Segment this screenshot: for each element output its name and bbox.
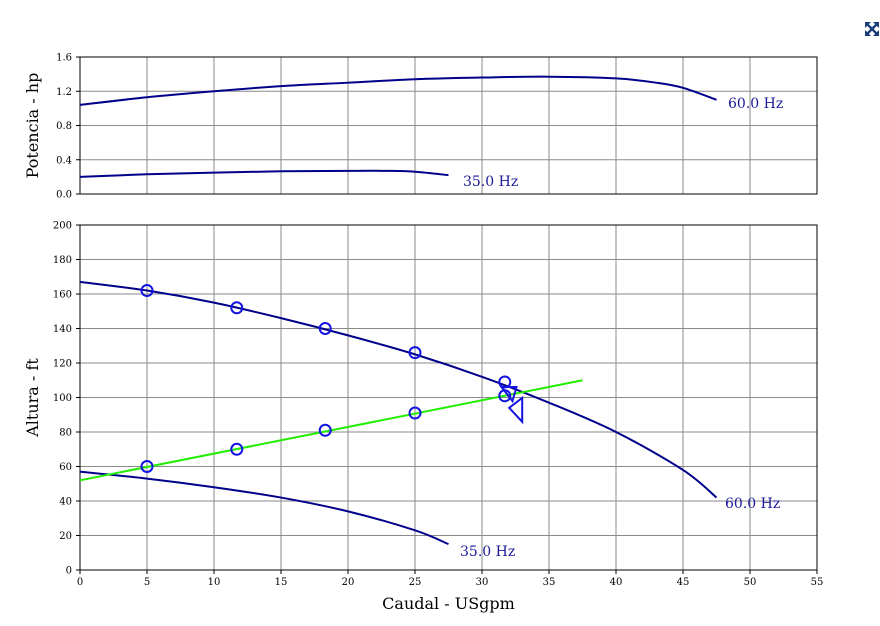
y-tick-label: 0.0 <box>56 190 72 201</box>
x-tick-label: 10 <box>208 577 221 588</box>
series-label: 60.0 Hz <box>725 496 780 512</box>
y-tick-label: 80 <box>59 428 72 439</box>
series-label: 60.0 Hz <box>728 96 783 112</box>
plot-panel-1 <box>76 224 818 574</box>
series-label: 35.0 Hz <box>460 544 515 560</box>
y-tick-label: 60 <box>59 462 72 473</box>
y-tick-label: 180 <box>53 255 72 266</box>
series-line-60-0-hz <box>79 75 717 106</box>
data-point-marker <box>408 406 422 420</box>
x-tick-label: 45 <box>677 577 690 588</box>
y-axis-title: Potencia - hp <box>23 73 42 179</box>
y-tick-label: 100 <box>53 393 72 404</box>
y-tick-label: 200 <box>53 221 72 232</box>
y-tick-label: 140 <box>53 324 72 335</box>
y-tick-label: 160 <box>53 290 72 301</box>
y-tick-label: 1.2 <box>56 87 72 98</box>
x-tick-label: 0 <box>77 577 83 588</box>
y-tick-label: 120 <box>53 359 72 370</box>
y-tick-label: 0.8 <box>56 121 72 132</box>
y-tick-label: 40 <box>59 497 72 508</box>
data-point-marker <box>318 322 332 335</box>
plot-panel-0 <box>76 56 818 195</box>
y-tick-label: 1.6 <box>56 53 72 64</box>
plot-frame <box>79 224 818 571</box>
x-tick-label: 20 <box>342 577 355 588</box>
y-tick-label: 0.4 <box>56 155 72 166</box>
data-point-marker <box>318 423 332 437</box>
series-label: 35.0 Hz <box>463 174 518 190</box>
series-line-60-0-hz <box>79 280 718 499</box>
x-tick-label: 5 <box>144 577 150 588</box>
x-tick-label: 35 <box>543 577 556 588</box>
y-tick-label: 20 <box>59 531 72 542</box>
x-axis-title: Caudal - USgpm <box>382 594 515 613</box>
expand-arrows-icon[interactable] <box>864 20 880 38</box>
operating-point-triangle-marker <box>507 395 524 425</box>
data-point-marker <box>140 460 154 473</box>
x-tick-label: 55 <box>811 577 824 588</box>
data-point-marker <box>408 346 422 360</box>
data-point-marker <box>230 442 244 456</box>
x-tick-label: 30 <box>476 577 489 588</box>
x-tick-label: 50 <box>744 577 757 588</box>
x-tick-label: 15 <box>275 577 288 588</box>
duty-point-triangle-marker <box>499 386 518 404</box>
data-point-marker <box>140 284 154 298</box>
series-line-35-0-hz <box>79 169 449 178</box>
series-line-35-0-hz <box>79 470 449 546</box>
y-tick-label: 0 <box>66 566 72 577</box>
plot-frame <box>79 56 818 195</box>
data-point-marker <box>230 301 244 315</box>
y-axis-title: Altura - ft <box>23 358 42 438</box>
x-tick-label: 25 <box>409 577 422 588</box>
x-tick-label: 40 <box>610 577 623 588</box>
